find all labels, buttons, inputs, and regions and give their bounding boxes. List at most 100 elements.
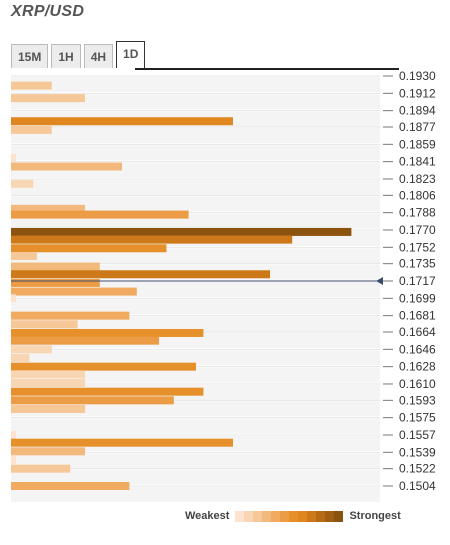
tick-label: 0.1628 (399, 360, 436, 374)
tick-label: 0.1699 (399, 291, 436, 305)
tab-15m[interactable]: 15M (11, 44, 49, 68)
confluence-bar (11, 379, 85, 388)
grid-band (11, 350, 380, 366)
confluence-bar (11, 370, 85, 379)
confluence-bar (11, 430, 16, 439)
confluence-bar (11, 244, 167, 253)
strength-legend: Weakest Strongest (185, 510, 401, 522)
legend-swatch (280, 510, 290, 522)
tick-label: 0.1593 (399, 393, 436, 407)
confluence-bar (11, 251, 37, 260)
confluence-bar (11, 387, 204, 396)
grid-band (11, 299, 380, 315)
confluence-bar (11, 162, 122, 171)
legend-swatch (235, 510, 245, 522)
tick-label: 0.1894 (399, 104, 436, 118)
legend-strongest-label: Strongest (349, 510, 401, 522)
confluence-bar (11, 270, 270, 279)
confluence-bar (11, 353, 30, 362)
confluence-bar (11, 294, 16, 303)
grid-band (11, 316, 380, 332)
confluence-bar (11, 81, 52, 90)
confluence-bar (11, 117, 233, 126)
legend-swatch (334, 510, 344, 522)
tab-1h[interactable]: 1H (51, 44, 81, 68)
confluence-bar (11, 227, 352, 236)
grid-band (11, 367, 380, 383)
tick-label: 0.1717 (399, 274, 436, 288)
timeframe-tabs: 15M 1H 4H 1D (11, 41, 148, 68)
grid-band (11, 487, 380, 502)
confluence-bar (11, 328, 204, 337)
confluence-bar (11, 405, 85, 414)
tick-label: 0.1841 (399, 155, 436, 169)
tick-label: 0.1539 (399, 445, 436, 459)
legend-swatch (307, 510, 317, 522)
grid-band (11, 128, 380, 144)
tick-label: 0.1912 (399, 86, 436, 100)
confluence-bar (11, 396, 174, 405)
confluence-bar (11, 362, 196, 371)
confluence-bar (11, 94, 85, 103)
grid-band (11, 77, 380, 92)
tick-label: 0.1575 (399, 411, 436, 425)
confluence-bar (11, 311, 130, 320)
confluence-bar (11, 125, 52, 134)
tick-label: 0.1930 (399, 69, 436, 83)
tick-label: 0.1788 (399, 206, 436, 220)
confluence-bar (11, 204, 85, 213)
legend-swatch (244, 510, 254, 522)
grid-band (11, 94, 380, 110)
confluence-bar (11, 482, 130, 490)
tick-label: 0.1877 (399, 120, 436, 134)
grid-band (11, 401, 380, 417)
grid-band (11, 418, 380, 434)
tick-label: 0.1522 (399, 462, 436, 476)
legend-swatch (325, 510, 335, 522)
confluence-bar (11, 210, 189, 219)
confluence-bar (11, 179, 34, 188)
current-price-marker (376, 277, 383, 285)
confluence-bar (11, 447, 85, 456)
confluence-bar (11, 336, 159, 345)
tick-label: 0.1681 (399, 309, 436, 323)
tick-label: 0.1735 (399, 257, 436, 271)
legend-swatch (289, 510, 299, 522)
tick-label: 0.1557 (399, 428, 436, 442)
confluence-chart: 0.1930 0.1912 0.1894 0.1877 0.1859 0.1841 0.18… (11, 69, 436, 502)
confluence-bar (11, 262, 100, 271)
legend-swatch (298, 510, 308, 522)
grid-band (11, 196, 380, 212)
grid-band (11, 179, 380, 195)
confluence-bar (11, 345, 52, 354)
tick-label: 0.1664 (399, 325, 436, 339)
chart-title: XRP/USD (11, 3, 85, 20)
confluence-bar (11, 153, 16, 162)
tab-1d[interactable]: 1D (116, 41, 146, 68)
legend-swatch (253, 510, 263, 522)
tab-underline (135, 68, 399, 70)
tab-4h[interactable]: 4H (83, 44, 114, 68)
confluence-bar (11, 278, 100, 287)
confluence-bar (11, 438, 233, 447)
tick-label: 0.1610 (399, 377, 436, 391)
tick-label: 0.1823 (399, 172, 436, 186)
legend-swatch (271, 510, 281, 522)
legend-swatches (235, 510, 344, 522)
legend-swatch (316, 510, 326, 522)
confluence-bar (11, 235, 293, 244)
confluence-bar (11, 464, 71, 473)
confluence-bar (11, 456, 16, 465)
legend-weakest-label: Weakest (185, 510, 230, 522)
tick-label: 0.1770 (399, 223, 436, 237)
tick-label: 0.1859 (399, 137, 436, 151)
grid-band (11, 145, 380, 161)
legend-swatch (262, 510, 272, 522)
confluence-bar (11, 287, 137, 296)
tick-label: 0.1646 (399, 342, 436, 356)
grid-band (11, 453, 380, 469)
confluence-bar (11, 320, 78, 329)
tick-label: 0.1504 (399, 479, 436, 493)
tick-label: 0.1806 (399, 188, 436, 202)
tick-label: 0.1752 (399, 240, 436, 254)
